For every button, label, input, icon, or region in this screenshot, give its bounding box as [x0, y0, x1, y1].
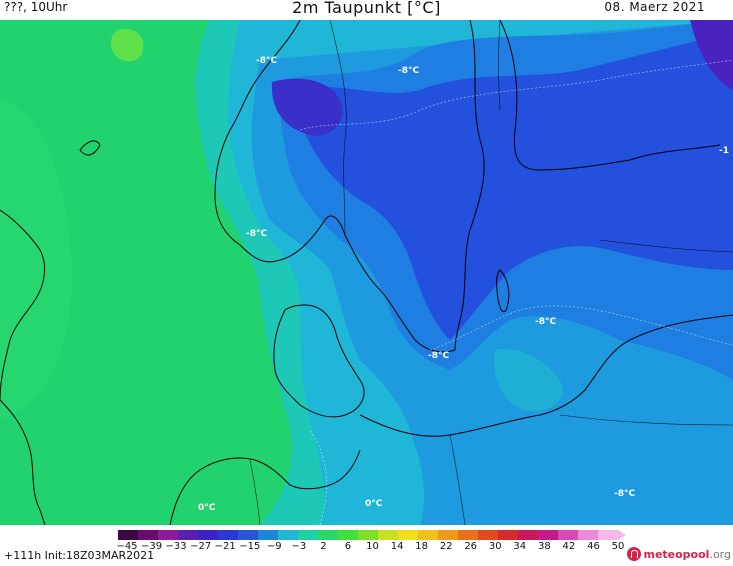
england-coastline [0, 399, 46, 525]
color-scale-tick-label: 10 [366, 541, 379, 552]
color-scale-tick-label: 46 [587, 541, 600, 552]
color-scale-bar [118, 530, 626, 540]
germany-poland-border [449, 434, 466, 525]
contour-label-norway-north: -8°C [256, 56, 277, 66]
color-scale-tick-label: −27 [190, 541, 212, 552]
bright-green-area [110, 28, 144, 62]
color-scale-swatch [178, 530, 199, 540]
gotland-island [496, 269, 510, 313]
contour-label-netherlands: 0°C [198, 503, 216, 513]
color-scale-swatch [338, 530, 359, 540]
norway-coastline [214, 20, 346, 263]
color-scale-swatch [278, 530, 299, 540]
deep-blue-zone [300, 30, 733, 340]
dewpoint-map: -8°C -8°C -8°C -1 -8°C -8°C -8°C 0°C 0°C [0, 20, 733, 525]
gulf-of-bothnia [454, 20, 485, 351]
contour-line [429, 305, 733, 351]
color-scale-tick-label: −45 [116, 541, 138, 552]
meteopool-logo[interactable]: meteopool.org [627, 545, 731, 563]
finland-coast [499, 20, 721, 171]
meteopool-logo-icon [627, 547, 642, 561]
model-run-label: +111h Init:18Z03MAR2021 [4, 549, 155, 562]
header-bar: ???, 10Uhr 2m Taupunkt [°C] 08. Maerz 20… [0, 0, 733, 20]
color-scale-swatch [198, 530, 219, 540]
color-scale-swatch [478, 530, 499, 540]
color-scale-ticks: −45 −39 −33 −27 −21 −15 −9 −3 2 6 10 14 18 22 26 30 34 38… [0, 541, 733, 555]
legend-area: −45 −39 −33 −27 −21 −15 −9 −3 2 6 10 14 18 22 26 30 34 38… [0, 525, 733, 566]
color-scale-swatch [538, 530, 559, 540]
color-scale-tick-label: 30 [488, 541, 502, 552]
map-title: 2m Taupunkt [°C] [292, 0, 441, 17]
contour-line [299, 59, 733, 131]
poland-border [559, 414, 733, 426]
color-scale-swatch [398, 530, 419, 540]
color-scale-swatch [498, 530, 519, 540]
color-scale-tick-label: 50 [611, 541, 625, 552]
color-scale-tick-label: −33 [165, 541, 187, 552]
color-scale-swatch [418, 530, 439, 540]
contour-label-poland: -8°C [535, 317, 556, 327]
color-scale-swatch [518, 530, 539, 540]
sweden-finland-border [498, 20, 501, 111]
purple-pocket-norway [271, 78, 343, 136]
contour-lines [299, 59, 733, 525]
color-scale-tick-label: 38 [538, 541, 551, 552]
sweden-west-coastline [344, 234, 456, 353]
color-scale-tick-label: −15 [239, 541, 261, 552]
color-scale-swatch [298, 530, 319, 540]
meteopool-logo-text: meteopool.org [643, 547, 731, 561]
baltic-south-coastline [359, 314, 733, 437]
contour-label-east-edge: -1 [719, 146, 729, 156]
forecast-date: 08. Maerz 2021 [604, 0, 705, 14]
color-scale-tick-label: −21 [214, 541, 236, 552]
color-scale-swatch [438, 530, 459, 540]
color-scale-swatch [138, 530, 159, 540]
color-scale-swatch [458, 530, 479, 540]
norway-sweden-border [329, 20, 347, 236]
valid-time-label: ???, 10Uhr [4, 0, 68, 14]
color-scale-tick-label: 18 [415, 541, 428, 552]
bright-cyan-patch [494, 349, 563, 411]
color-scale-swatch [318, 530, 339, 540]
color-scale-swatch [598, 530, 619, 540]
contour-label-baltic: -8°C [428, 351, 449, 361]
color-scale-swatch [158, 530, 179, 540]
color-scale-tick-label: 14 [390, 541, 404, 552]
scotland-coastline [0, 209, 46, 401]
color-scale-tick-label: −3 [291, 541, 307, 552]
lighter-green-band [0, 100, 72, 420]
coastlines [0, 20, 733, 525]
color-scale-swatch [558, 530, 579, 540]
baltic-states-border [599, 239, 733, 253]
color-scale-tick-label: 2 [320, 541, 327, 552]
denmark-coastline [273, 304, 365, 418]
color-scale-tick-label: −39 [141, 541, 163, 552]
color-scale-tick-label: 22 [439, 541, 453, 552]
color-scale-swatch [218, 530, 239, 540]
contour-label-germany-north: 0°C [365, 499, 383, 509]
color-scale-swatch [258, 530, 279, 540]
color-scale-tick-label: −9 [266, 541, 282, 552]
netherlands-germany-border [249, 459, 261, 525]
country-borders [249, 20, 733, 525]
purple-pocket-east [690, 20, 733, 90]
contour-label-norway-south: -8°C [246, 229, 267, 239]
color-scale-tick-label: 34 [513, 541, 527, 552]
color-scale-swatch [118, 530, 139, 540]
netherlands-coastline [169, 449, 361, 525]
color-scale-swatch [578, 530, 599, 540]
color-scale-swatch [378, 530, 399, 540]
color-scale-swatch [358, 530, 379, 540]
color-scale-swatch [238, 530, 259, 540]
color-scale-tick-label: 26 [464, 541, 478, 552]
color-scale-tick-label: 6 [344, 541, 352, 552]
color-scale-tick-label: 42 [562, 541, 576, 552]
contour-label-central: -8°C [398, 66, 419, 76]
color-scale-arrow-right [618, 530, 626, 540]
contour-label-se-corner: -8°C [614, 489, 635, 499]
shetland-islands [79, 140, 101, 156]
